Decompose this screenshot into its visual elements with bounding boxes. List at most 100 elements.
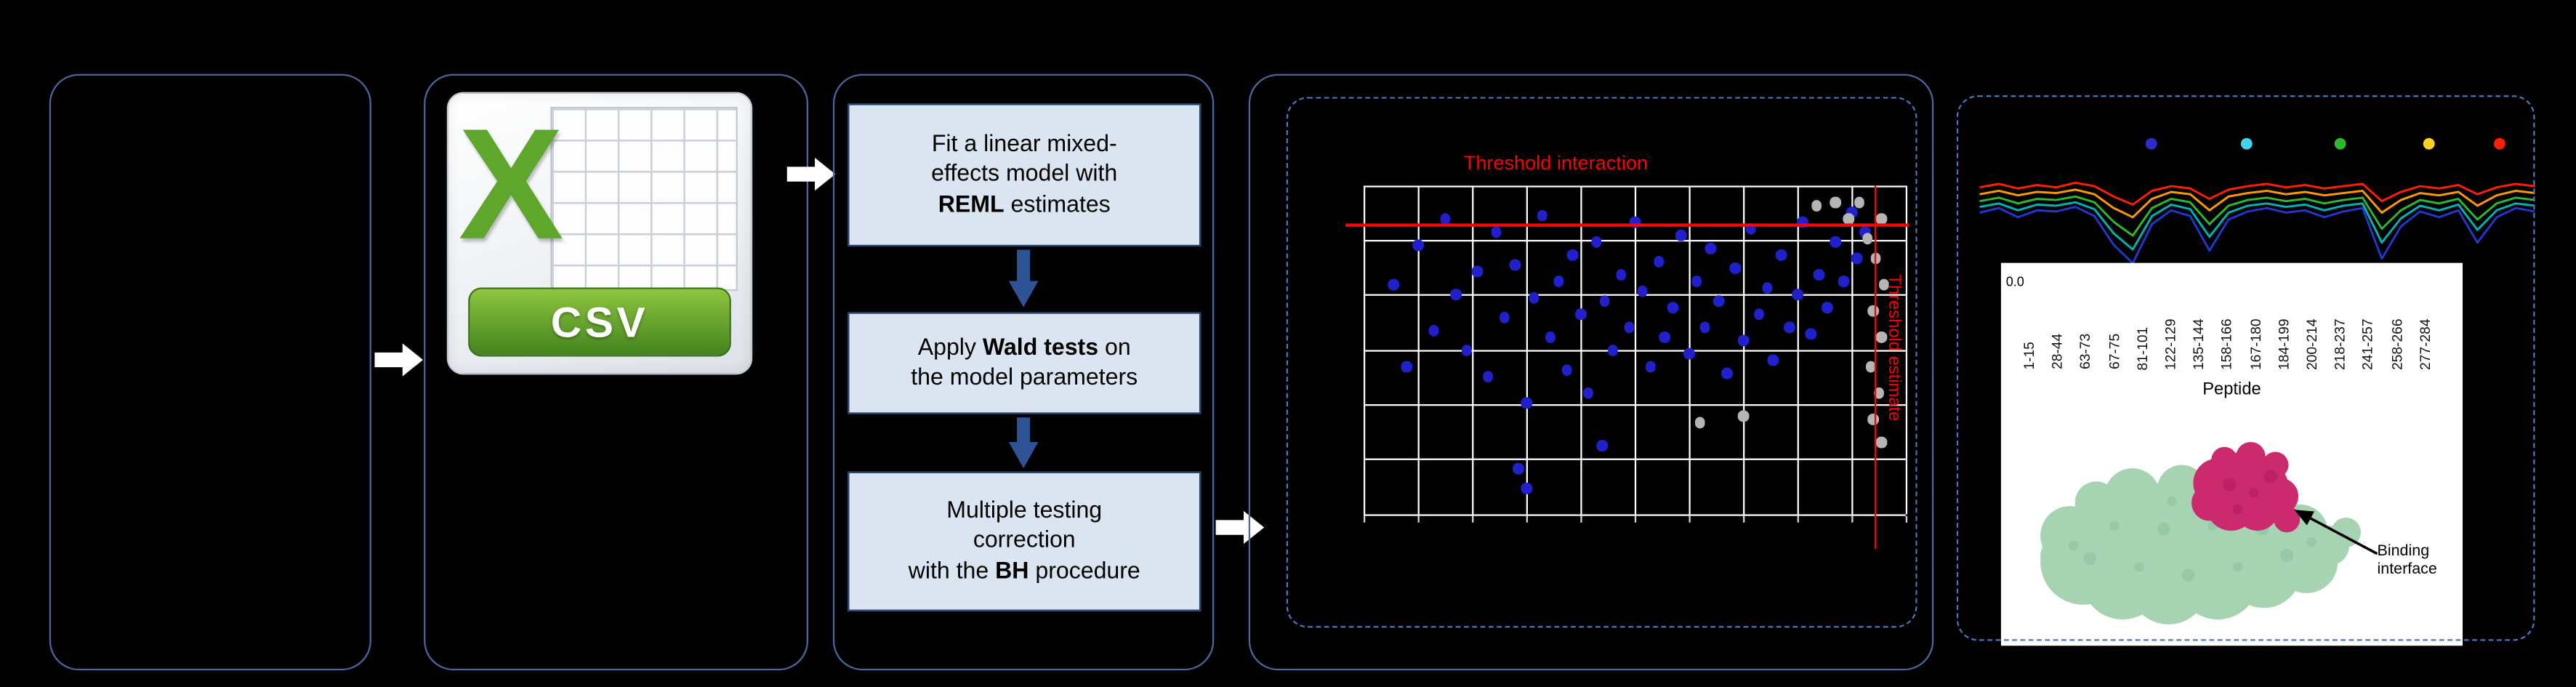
- data-point-significant: [1529, 292, 1540, 303]
- peptide-range-label: 135-144: [2190, 318, 2207, 370]
- data-point-nonsignificant: [1694, 417, 1705, 428]
- data-point-nonsignificant: [1862, 233, 1873, 244]
- grid-line-vertical: [1904, 185, 1907, 515]
- data-point-significant: [1513, 462, 1524, 474]
- data-point-significant: [1388, 278, 1399, 290]
- step-arrow-down-2: [1008, 417, 1039, 469]
- axis-tick: [1471, 515, 1473, 523]
- data-point-significant: [1767, 354, 1779, 366]
- peptide-range-label: 258-266: [2388, 318, 2405, 370]
- peptide-range-label: 200-214: [2303, 318, 2320, 370]
- peptide-range-label: 218-237: [2331, 318, 2348, 370]
- threshold-scatter-plot: [1345, 185, 1909, 549]
- data-point-significant: [1566, 249, 1578, 260]
- timepoint-dot: [2492, 137, 2505, 150]
- kinetics-line: [1979, 206, 2535, 265]
- grid-line-horizontal: [1363, 185, 1906, 187]
- data-point-nonsignificant: [1843, 213, 1854, 224]
- protein-structure-image: [2040, 441, 2361, 624]
- kinetics-line: [1979, 181, 2535, 206]
- timepoint-dot: [2423, 137, 2436, 150]
- kinetics-line: [1979, 195, 2535, 237]
- data-point-significant: [1754, 308, 1765, 320]
- grid-line-horizontal: [1363, 239, 1906, 241]
- data-point-nonsignificant: [1875, 331, 1887, 342]
- data-point-significant: [1401, 361, 1412, 372]
- data-point-significant: [1461, 345, 1472, 355]
- timepoint-dot: [2335, 137, 2346, 150]
- kinetics-line: [1979, 188, 2535, 219]
- data-point-nonsignificant: [1811, 200, 1822, 211]
- data-point-nonsignificant: [1867, 414, 1879, 425]
- data-point-significant: [1805, 328, 1816, 340]
- data-point-significant: [1412, 239, 1423, 251]
- peptide-range-label: 122-129: [2162, 318, 2179, 370]
- axis-tick: [1904, 515, 1907, 523]
- data-point-significant: [1704, 242, 1716, 254]
- kinetics-line: [1979, 201, 2535, 251]
- data-point-significant: [1814, 269, 1824, 280]
- axis-tick: [1851, 515, 1853, 523]
- data-point-significant: [1561, 364, 1573, 375]
- peptide-axis-title: Peptide: [2202, 379, 2261, 400]
- peptide-range-label: 1-15: [2021, 342, 2037, 370]
- uptake-kinetics-chart: [1979, 181, 2535, 265]
- data-point-significant: [1675, 229, 1686, 241]
- grid-line-vertical: [1362, 185, 1365, 515]
- data-point-nonsignificant: [1864, 361, 1876, 372]
- grid-line-horizontal: [1363, 513, 1906, 515]
- peptide-range-label: 184-199: [2274, 318, 2292, 370]
- peptide-axis-labels: 1-15 28-44 63-73 67-75 81-101 122-129 135-144 1…: [2019, 268, 2443, 373]
- input-panel: [49, 73, 371, 671]
- peptide-range-label: 81-101: [2133, 326, 2151, 370]
- data-point-significant: [1553, 276, 1564, 286]
- data-point-significant: [1762, 282, 1773, 293]
- data-point-significant: [1713, 295, 1724, 306]
- threshold-interaction-line: [1345, 223, 1909, 226]
- data-point-significant: [1483, 371, 1494, 382]
- data-point-significant: [1699, 321, 1711, 333]
- data-point-significant: [1691, 276, 1702, 286]
- data-point-significant: [1521, 482, 1532, 494]
- peptide-range-label: 63-73: [2077, 334, 2094, 370]
- data-point-significant: [1637, 285, 1649, 297]
- data-point-significant: [1428, 324, 1440, 336]
- data-point-significant: [1510, 259, 1521, 270]
- spreadsheet-grid: [550, 106, 738, 292]
- flow-arrow-right-1: [374, 343, 424, 377]
- data-point-significant: [1545, 331, 1556, 342]
- data-point-nonsignificant: [1737, 410, 1749, 422]
- data-point-significant: [1822, 302, 1833, 313]
- axis-tick: [1525, 515, 1527, 523]
- data-point-nonsignificant: [1878, 278, 1890, 290]
- data-point-significant: [1615, 269, 1627, 280]
- peptide-range-label: 158-166: [2218, 318, 2235, 370]
- data-point-nonsignificant: [1875, 213, 1887, 224]
- axis-tick: [1417, 515, 1419, 523]
- data-point-significant: [1683, 347, 1694, 359]
- data-point-nonsignificant: [1867, 305, 1879, 316]
- process-step-wald-tests: Apply Wald tests on the model parameters: [848, 312, 1202, 414]
- data-point-significant: [1596, 440, 1608, 451]
- data-point-significant: [1775, 249, 1787, 260]
- peptide-range-label: 277-284: [2416, 318, 2433, 370]
- timepoint-dot: [2240, 137, 2253, 150]
- results-panel: [1248, 73, 1934, 671]
- data-point-significant: [1729, 262, 1741, 273]
- data-point-significant: [1784, 321, 1795, 333]
- axis-tick: [1579, 515, 1582, 523]
- data-point-significant: [1659, 331, 1670, 342]
- scatter-title: Threshold interaction: [1463, 150, 1649, 174]
- process-step-bh-correction: Multiple testing correction with the BH pr…: [848, 471, 1202, 611]
- excel-x-logo: X: [458, 97, 564, 273]
- data-point-significant: [1450, 289, 1462, 300]
- data-point-nonsignificant: [1875, 436, 1887, 448]
- data-point-significant: [1792, 289, 1803, 300]
- data-point-significant: [1521, 397, 1532, 409]
- threshold-estimate-line: [1874, 185, 1877, 549]
- peptide-range-label: 28-44: [2048, 334, 2066, 370]
- data-point-significant: [1851, 252, 1863, 264]
- flow-arrow-right-3: [1215, 510, 1265, 545]
- axis-tick: [1362, 515, 1365, 523]
